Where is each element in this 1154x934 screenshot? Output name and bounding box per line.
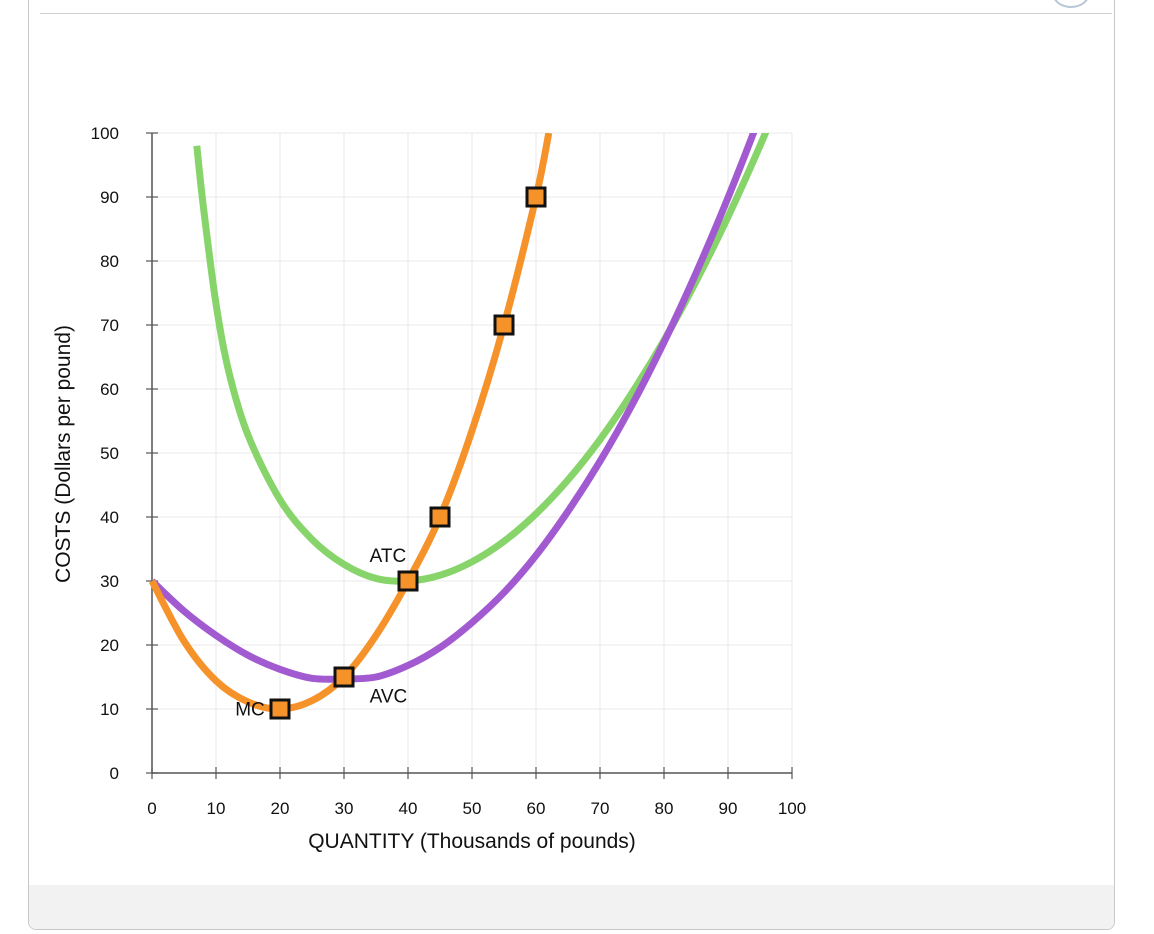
panel-footer (29, 885, 1114, 929)
x-tick-label-70: 70 (591, 799, 610, 818)
y-tick-label-20: 20 (100, 636, 119, 655)
x-tick-label-0: 0 (147, 799, 156, 818)
x-tick-label-20: 20 (271, 799, 290, 818)
mc-point-40[interactable] (397, 570, 419, 592)
grid (152, 132, 793, 773)
x-tick-label-60: 60 (527, 799, 546, 818)
mc-point-20[interactable] (269, 698, 291, 720)
y-tick-label-50: 50 (100, 444, 119, 463)
x-axis-title: QUANTITY (Thousands of pounds) (308, 830, 636, 853)
mc-point-60[interactable] (525, 186, 547, 208)
x-tick-label-10: 10 (207, 799, 226, 818)
labels: ATC AVC MC (235, 546, 407, 721)
curve-label-mc: MC (235, 699, 265, 720)
x-tick-label-90: 90 (719, 799, 738, 818)
y-tick-label-0: 0 (110, 764, 119, 783)
curve-label-avc: AVC (370, 687, 408, 708)
x-tick-label-80: 80 (655, 799, 674, 818)
x-tick-label-40: 40 (399, 799, 418, 818)
x-tick-label-100: 100 (778, 799, 806, 818)
y-tick-label-70: 70 (100, 316, 119, 335)
x-tick-label-50: 50 (463, 799, 482, 818)
y-tick-label-60: 60 (100, 380, 119, 399)
top-divider (40, 13, 1112, 14)
mc-curve (148, 133, 553, 713)
mc-point-45[interactable] (429, 506, 451, 528)
y-tick-label-30: 30 (100, 572, 119, 591)
x-tick-label-30: 30 (335, 799, 354, 818)
curve-label-atc: ATC (370, 546, 407, 567)
y-tick-label-10: 10 (100, 700, 119, 719)
points (269, 186, 547, 720)
question-panel (28, 0, 1115, 930)
mc-point-30[interactable] (333, 666, 355, 688)
mc-point-55[interactable] (493, 314, 515, 336)
y-tick-label-40: 40 (100, 508, 119, 527)
axes: 0 10 20 30 40 50 60 70 80 90 100 0 10 20 30 40 50 60 70 80 9… (91, 124, 807, 818)
avc-curve (149, 133, 758, 683)
y-axis-title: COSTS (Dollars per pound) (52, 325, 75, 583)
y-tick-label-90: 90 (100, 188, 119, 207)
y-tick-label-80: 80 (100, 252, 119, 271)
y-tick-label-100: 100 (91, 124, 119, 143)
